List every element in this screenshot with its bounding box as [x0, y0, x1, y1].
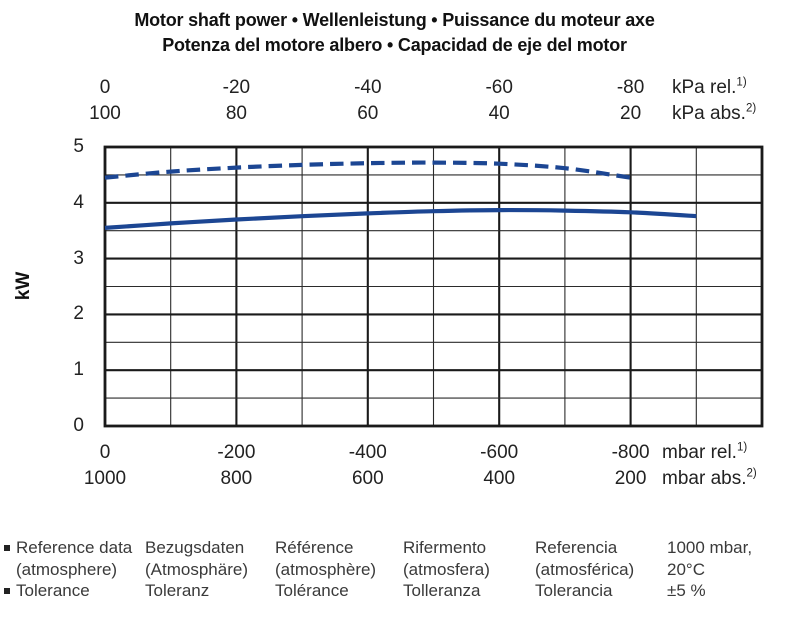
chart-title-line2: Potenza del motore albero • Capacidad de…	[162, 35, 627, 55]
bottom-axis-unit: mbar abs.2)	[662, 467, 757, 489]
footer-column: 1000 mbar, 20°C ±5 %	[667, 537, 752, 602]
footer-line: Tolérance	[275, 581, 349, 600]
footer-rule-bottom	[0, 610, 789, 614]
footer-line: Referencia	[535, 538, 618, 557]
top-axis-tick: 100	[89, 103, 121, 124]
bottom-axis-tick: 800	[220, 468, 253, 489]
footer-line: Toleranz	[145, 581, 210, 600]
top-axis-tick: 80	[225, 103, 247, 124]
y-axis-tick: 1	[73, 359, 84, 381]
footer-line: 20°C	[667, 559, 705, 579]
footer-column: Rifermento (atmosfera) Tolleranza	[403, 537, 490, 602]
footer-line: 1000 mbar,	[667, 538, 753, 557]
footer-column: Referencia (atmosférica) Tolerancia	[535, 537, 634, 602]
top-axis-tick: -60	[485, 77, 513, 98]
footer-line: Tolerance	[4, 580, 132, 602]
top-axis-unit-text: kPa abs.	[672, 103, 746, 124]
footer-line: (atmosphere)	[16, 559, 118, 579]
bottom-axis-tick: -600	[480, 442, 519, 463]
footer-line: Tolleranza	[403, 581, 481, 600]
bottom-axis-tick: -800	[611, 442, 650, 463]
solid-curve	[104, 207, 697, 230]
bottom-axis-tick: 1000	[83, 468, 127, 489]
footer-line: Bezugsdaten	[145, 538, 245, 557]
bottom-axis-tick: 0	[99, 442, 111, 463]
y-axis-tick: 0	[73, 415, 84, 436]
top-axis-tick: -40	[354, 77, 382, 98]
bottom-axis-unit-footnote-ref: 1)	[736, 441, 748, 454]
footer-column: Bezugsdaten (Atmosphäre) Toleranz	[145, 537, 248, 602]
bottom-axis-unit-text: mbar abs.	[662, 468, 747, 489]
y-axis-tick: 2	[73, 303, 84, 325]
footer-column: Référence (atmosphère) Tolérance	[275, 537, 376, 602]
y-axis-tick: 5	[73, 136, 84, 157]
top-axis-tick: 60	[357, 103, 379, 124]
y-axis-label: kW	[13, 271, 34, 301]
bottom-axis-tick: -200	[217, 442, 256, 463]
bottom-axis-tick: 600	[351, 468, 384, 489]
dashed-curve	[104, 160, 631, 180]
y-axis-tick: 3	[73, 247, 84, 269]
bottom-axis-tick: 400	[483, 468, 516, 489]
top-axis-tick: 0	[99, 77, 111, 98]
y-axis-tick: 4	[73, 191, 84, 213]
footer-line: (atmosphère)	[275, 559, 377, 579]
footer-line: Rifermento	[403, 538, 487, 557]
bottom-axis-tick: -400	[348, 442, 387, 463]
square-bullet-icon	[4, 588, 10, 594]
top-axis-unit-footnote-ref: 1)	[736, 76, 747, 89]
top-axis-unit: kPa rel.1)	[672, 76, 747, 98]
bottom-axis-tick: 200	[614, 468, 647, 489]
footer-column: Reference data (atmosphere) Tolerance	[4, 537, 132, 602]
top-axis-tick: -80	[616, 77, 645, 98]
top-axis-unit-footnote-ref: 2)	[745, 102, 757, 115]
footer-line: Tolerancia	[535, 581, 613, 600]
bottom-axis-unit: mbar rel.1)	[662, 441, 748, 463]
footer-line: (atmosfera)	[403, 559, 490, 579]
square-bullet-icon	[4, 545, 10, 551]
bottom-axis-unit-footnote-ref: 2)	[746, 467, 757, 480]
footer-line: ±5 %	[667, 581, 706, 600]
footer-line: Référence	[275, 538, 354, 557]
top-axis-unit: kPa abs.2)	[672, 102, 757, 124]
chart-title: Motor shaft power • Wellenleistung • Pui…	[0, 8, 789, 58]
bottom-axis-unit-text: mbar rel.	[662, 442, 737, 463]
top-axis-unit-text: kPa rel.	[672, 77, 737, 98]
footer-line: (atmosférica)	[535, 559, 635, 579]
footer-rule-top	[0, 517, 789, 521]
top-axis-tick: 40	[488, 103, 510, 124]
footer-legend: Reference data (atmosphere) Tolerance Bezug…	[0, 537, 789, 607]
footer-line: Reference data	[4, 537, 132, 559]
plot-border	[103, 145, 764, 428]
chart-title-line1: Motor shaft power • Wellenleistung • Pui…	[134, 10, 655, 30]
top-axis-tick: 20	[620, 103, 642, 124]
footer-line: (Atmosphäre)	[145, 559, 248, 579]
top-axis-tick: -20	[222, 77, 251, 98]
